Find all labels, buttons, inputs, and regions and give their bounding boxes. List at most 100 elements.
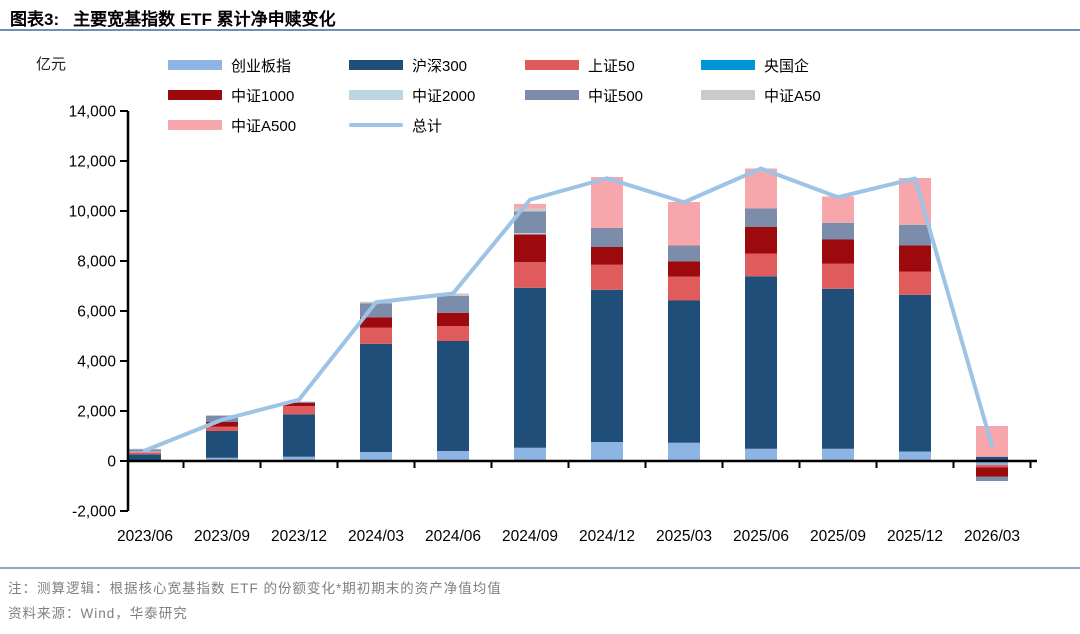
chart-title-prefix: 图表3:: [10, 10, 60, 29]
bar-segment: [437, 296, 469, 313]
x-axis-label: 2023/12: [271, 528, 327, 545]
legend-label: 总计: [412, 117, 443, 135]
legend-color-swatch: [701, 60, 755, 70]
bar-segment: [206, 422, 238, 427]
bar-segment: [591, 228, 623, 247]
legend-item-8: 中证A500: [168, 114, 349, 136]
bar-segment: [360, 452, 392, 461]
legend-color-swatch: [168, 60, 222, 70]
y-axis-tick-label: 6,000: [77, 304, 116, 321]
y-axis-tick-label: 14,000: [69, 104, 117, 121]
bar-segment: [437, 451, 469, 461]
bar-segment: [976, 467, 1008, 477]
bar-segment: [668, 300, 700, 443]
y-axis-tick-label: 4,000: [77, 354, 116, 371]
bar-segment: [822, 222, 854, 240]
x-axis-label: 2024/03: [348, 528, 404, 545]
bar-segment: [283, 456, 315, 461]
x-axis-label: 2024/09: [502, 528, 558, 545]
legend-color-swatch: [349, 90, 403, 100]
bar-segment: [745, 448, 777, 460]
bar-segment: [899, 451, 931, 460]
plot-svg: 14,000 12,000 10,000 8,000 6,000 4,000 2,000 0 -…: [69, 104, 1037, 545]
bar-segment: [129, 452, 161, 455]
chart-title: 图表3: 主要宽基指数 ETF 累计净申赎变化: [10, 5, 1070, 30]
y-axis-tick-label: 8,000: [77, 254, 116, 271]
bar-segment: [283, 406, 315, 415]
bar-segment: [206, 415, 238, 416]
bar-segment: [976, 461, 1008, 465]
title-divider: [0, 29, 1080, 31]
legend-item-6: 中证500: [525, 84, 701, 106]
bar-segment: [437, 326, 469, 341]
footer-note: 注：测算逻辑：根据核心宽基指数 ETF 的份额变化*期初期末的资产净值均值: [8, 581, 502, 596]
bar-segment: [899, 294, 931, 452]
y-axis-tick-label: -2,000: [72, 504, 116, 521]
bar-segment: [591, 442, 623, 460]
legend-color-swatch: [525, 60, 579, 70]
y-axis-unit-label: 亿元: [36, 56, 67, 73]
legend-label: 中证2000: [412, 87, 476, 105]
legend-label: 上证50: [588, 57, 635, 75]
bar-segment: [591, 264, 623, 290]
bar-segment: [283, 401, 315, 403]
bar-segment: [514, 211, 546, 234]
bar-segment: [899, 224, 931, 246]
bar-segment: [514, 262, 546, 288]
legend-label: 创业板指: [231, 57, 292, 75]
legend-color-swatch: [525, 90, 579, 100]
bar-segment: [206, 426, 238, 431]
bar-segment: [514, 234, 546, 263]
bar-segment: [514, 208, 546, 212]
legend-label: 中证A50: [764, 87, 821, 105]
bar-segment: [437, 312, 469, 326]
bar-segment: [283, 402, 315, 406]
bar-segment: [360, 327, 392, 344]
footer-source: 资料来源：Wind，华泰研究: [8, 606, 188, 621]
bar-segment: [822, 196, 854, 223]
legend-item-9: 总计: [349, 114, 525, 136]
legend-item-2: 上证50: [525, 54, 701, 76]
bar-segment: [899, 245, 931, 272]
bar-segment: [745, 253, 777, 277]
bar-segment: [360, 343, 392, 452]
bar-segment: [899, 271, 931, 295]
x-axis-label: 2026/03: [964, 528, 1020, 545]
legend-label: 中证500: [588, 87, 644, 105]
bar-segment: [822, 239, 854, 264]
legend-line-swatch: [349, 123, 403, 127]
bar-segment: [745, 276, 777, 449]
legend-color-swatch: [701, 90, 755, 100]
bar-segment: [360, 317, 392, 328]
x-axis-label: 2025/03: [656, 528, 712, 545]
x-axis-label: 2023/09: [194, 528, 250, 545]
x-axis-label: 2025/12: [887, 528, 943, 545]
bar-segment: [591, 289, 623, 442]
legend-color-swatch: [168, 120, 222, 130]
bar-segment: [514, 447, 546, 460]
bar-segment: [514, 233, 546, 235]
legend-label: 中证A500: [231, 117, 297, 135]
legend-label: 沪深300: [412, 57, 468, 75]
legend-label: 中证1000: [231, 87, 295, 105]
y-axis-tick-label: 12,000: [69, 154, 117, 171]
bar-segment: [976, 456, 1008, 461]
bar-segment: [129, 454, 161, 460]
bar-segment: [514, 203, 546, 209]
footer-divider: [0, 567, 1080, 569]
bar-segment: [283, 414, 315, 457]
legend-item-7: 中证A50: [701, 84, 871, 106]
legend-item-1: 沪深300: [349, 54, 525, 76]
y-axis-tick-label: 0: [107, 454, 116, 471]
legend-label: 央国企: [764, 57, 810, 75]
y-axis-tick-label: 2,000: [77, 404, 116, 421]
bar-segment: [745, 227, 777, 254]
bar-segment: [668, 202, 700, 246]
bar-segment: [976, 465, 1008, 468]
bar-segment: [206, 431, 238, 458]
chart-title-text: 主要宽基指数 ETF 累计净申赎变化: [73, 10, 336, 29]
bar-segment: [668, 261, 700, 277]
legend-color-swatch: [168, 90, 222, 100]
bar-segment: [206, 457, 238, 461]
bar-segment: [822, 288, 854, 449]
